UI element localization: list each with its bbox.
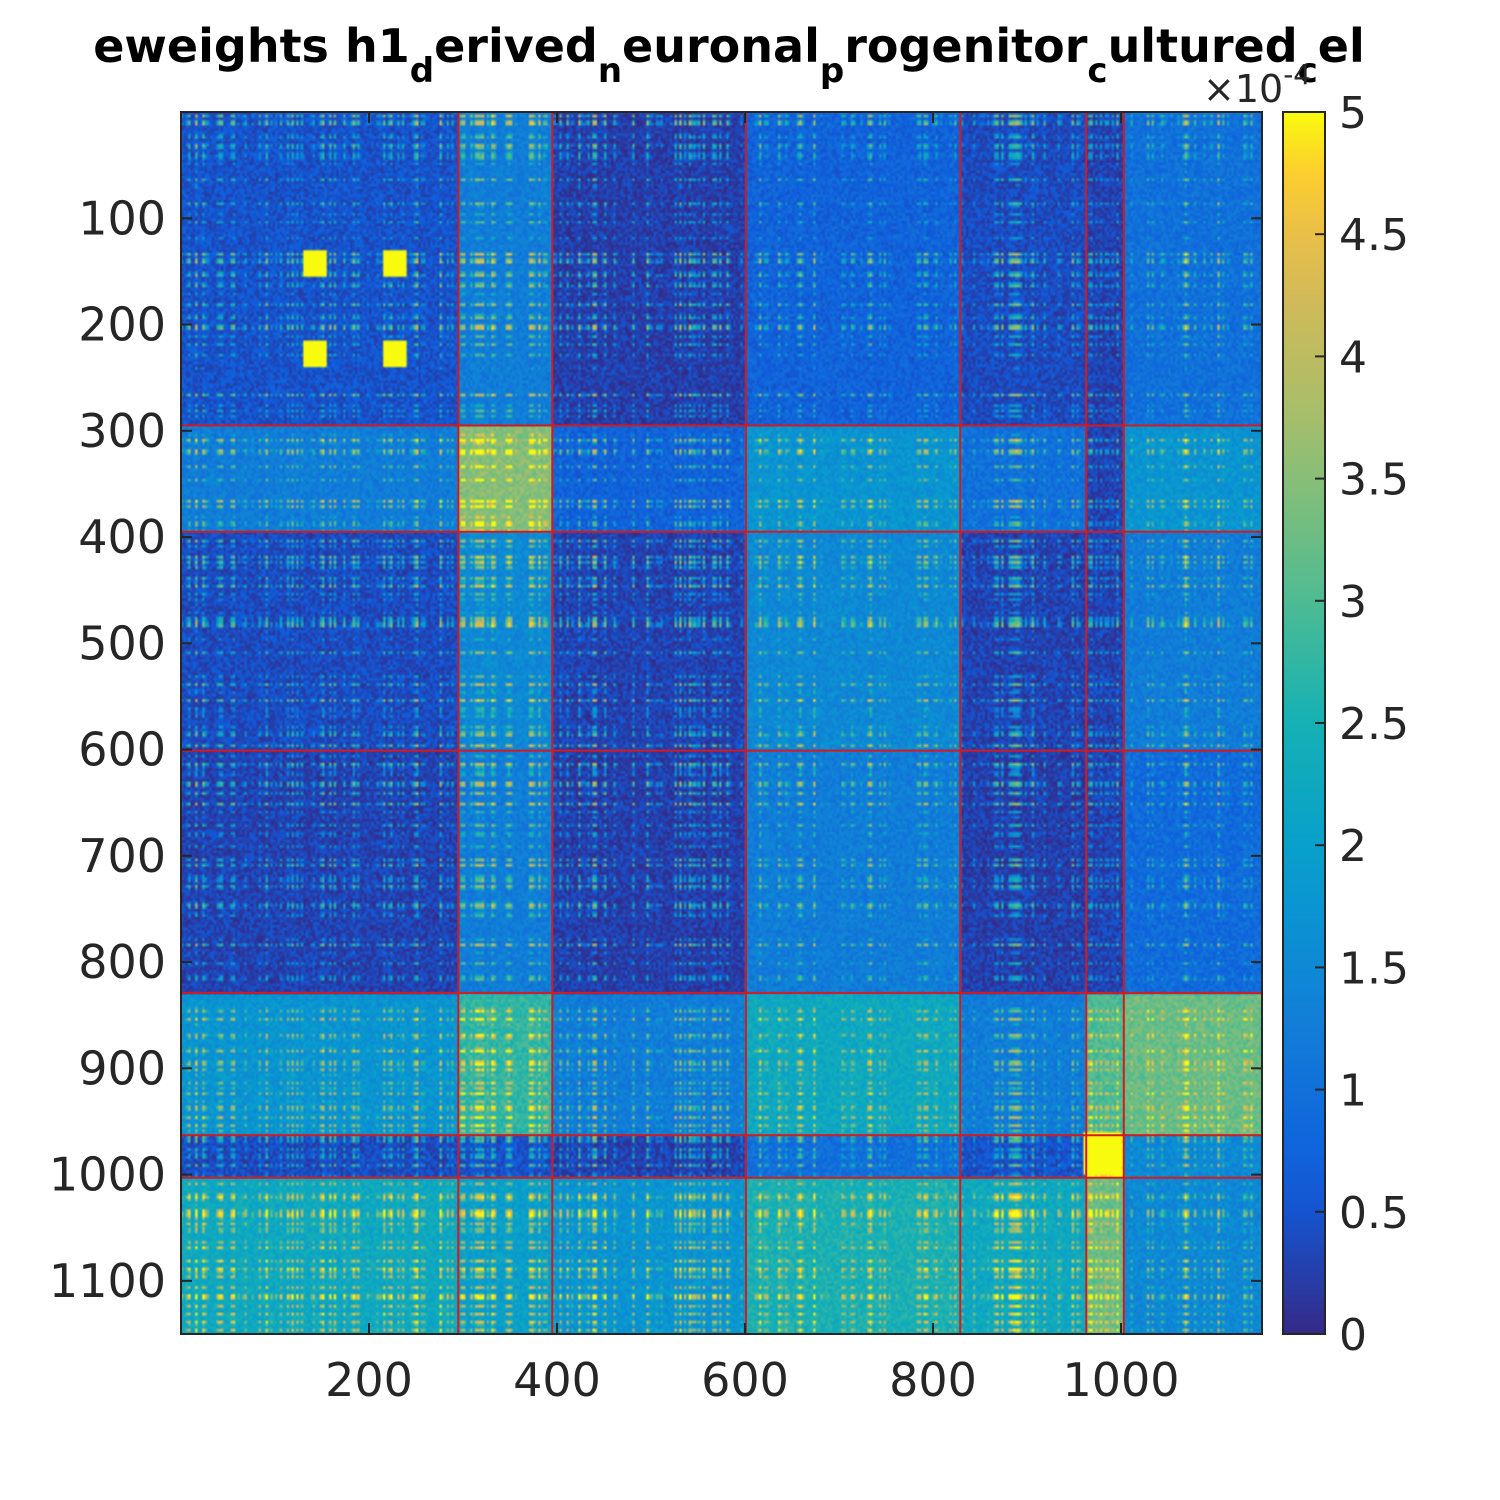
y-tick-label: 1000: [49, 1148, 166, 1202]
title-part: rogenitor: [844, 19, 1088, 73]
colorbar-tick-label: 2: [1339, 821, 1367, 872]
heatmap-matrix: [181, 112, 1262, 1334]
title-part: c: [1298, 51, 1318, 91]
title-part: c: [1087, 51, 1107, 91]
title-part: n: [598, 51, 622, 91]
colorbar-tick-label: 4: [1339, 332, 1367, 383]
title-part: p: [820, 51, 844, 91]
title-part: ultured: [1108, 19, 1298, 73]
x-tick-label: 600: [701, 1353, 789, 1407]
y-tick-label: 100: [78, 191, 166, 245]
y-tick-label: 900: [78, 1041, 166, 1095]
chart-title: eweights h1derivedneuronalprogenitorcult…: [93, 19, 1365, 91]
title-part: erived: [434, 19, 598, 73]
block-boundary-lines: [181, 112, 1262, 1334]
x-axis: 200 400 600 800 1000: [325, 112, 1180, 1407]
heatmap-plot-area: [181, 112, 1262, 1334]
colorbar-exponent-power: -4: [1283, 58, 1311, 91]
colorbar-tick-label: 1: [1339, 1066, 1367, 1117]
colorbar-tick-label: 3: [1339, 577, 1367, 628]
x-tick-label: 800: [889, 1353, 977, 1407]
y-axis: 100 200 300 400 500 600 700 800 900 1000 1100: [49, 191, 1262, 1308]
plot-frame: [180, 111, 1263, 1335]
x-tick-label: 200: [325, 1353, 413, 1407]
y-tick-label: 200: [78, 298, 166, 352]
title-part: euronal: [622, 19, 820, 73]
colorbar: 0 0.5 1 1.5 2 2.5 3 3.5 4 4.5 5: [1282, 88, 1409, 1361]
title-part: d: [410, 51, 434, 91]
y-tick-label: 400: [78, 510, 166, 564]
colorbar-exponent-label: ×10-4: [1203, 58, 1311, 111]
x-tick-label: 400: [513, 1353, 601, 1407]
y-tick-label: 800: [78, 935, 166, 989]
y-tick-label: 300: [78, 404, 166, 458]
colorbar-tick-label: 0.5: [1339, 1188, 1409, 1239]
y-tick-label: 600: [78, 723, 166, 777]
title-part: el: [1318, 19, 1365, 73]
y-tick-label: 500: [78, 616, 166, 670]
y-tick-label: 1100: [49, 1254, 166, 1308]
colorbar-tick-label: 5: [1339, 88, 1367, 139]
title-part: eweights h1: [93, 19, 409, 73]
colorbar-tick-label: 1.5: [1339, 943, 1409, 994]
y-tick-label: 700: [78, 829, 166, 883]
x-tick-label: 1000: [1062, 1353, 1179, 1407]
colorbar-tick-label: 4.5: [1339, 210, 1409, 261]
colorbar-exponent-base: ×10: [1203, 67, 1283, 111]
colorbar-tick-label: 3.5: [1339, 455, 1409, 506]
colorbar-tick-label: 0: [1339, 1310, 1367, 1361]
colorbar-tick-label: 2.5: [1339, 699, 1409, 750]
